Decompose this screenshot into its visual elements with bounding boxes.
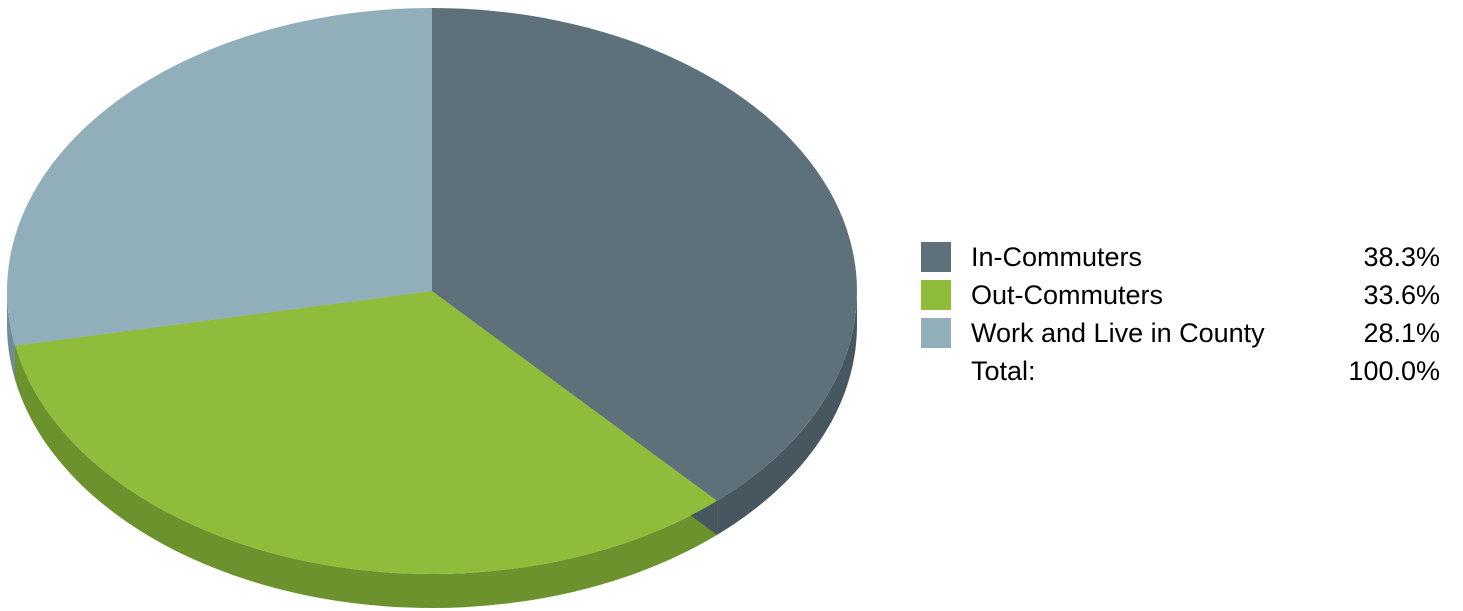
legend-total-value: 100.0%: [1348, 356, 1440, 386]
legend-label-0: In-Commuters: [971, 242, 1142, 272]
pie-slice-2: [7, 8, 433, 346]
legend-swatch-2: [921, 318, 951, 348]
pie-tops: [7, 8, 857, 574]
pie-slice-1: [15, 291, 718, 574]
legend-value-0: 38.3%: [1363, 242, 1440, 272]
legend: In-Commuters 38.3% Out-Commuters 33.6% Work …: [921, 242, 1440, 386]
legend-label-2: Work and Live in County: [971, 318, 1265, 348]
legend-value-2: 28.1%: [1363, 318, 1440, 348]
pie-slice-side-2: [7, 291, 16, 380]
legend-label-1: Out-Commuters: [971, 280, 1163, 310]
pie-slice-side-0: [717, 291, 857, 535]
legend-swatch-1: [921, 280, 951, 310]
legend-total-label: Total:: [971, 356, 1036, 386]
legend-swatch-0: [921, 242, 951, 272]
legend-value-1: 33.6%: [1363, 280, 1440, 310]
pie-slice-side-1: [15, 345, 718, 608]
pie-slice-0: [432, 8, 857, 501]
